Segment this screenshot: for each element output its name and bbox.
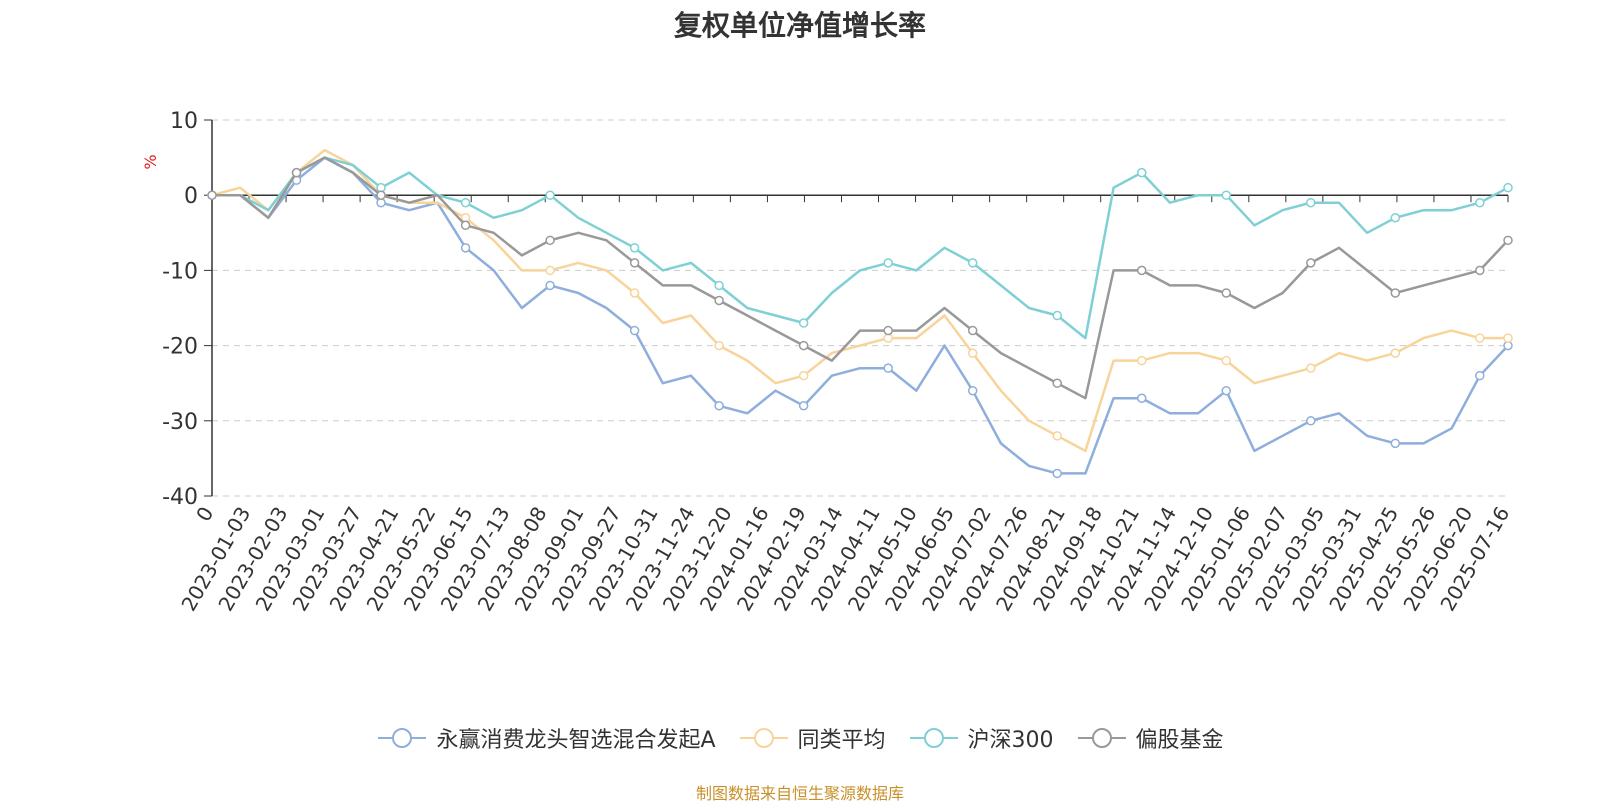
data-point [545,280,555,291]
legend-item-0[interactable]: 永赢消费龙头智选混合发起A [376,722,716,754]
data-point [207,190,217,200]
data-point [1475,370,1485,381]
series-lines [207,148,1513,479]
data-point [967,348,978,358]
series-line-2 [212,156,1509,340]
data-point [376,190,386,200]
data-point [967,258,978,268]
data-point [1136,265,1147,276]
data-point [1390,288,1401,298]
data-point [1136,355,1147,366]
data-point [545,265,555,276]
data-point [291,167,302,178]
series-line-1 [211,148,1508,453]
data-point [1306,197,1316,208]
data-point [460,220,471,231]
y-tick-label: 0 [184,184,198,209]
data-point [1503,333,1513,343]
data-point [1503,235,1513,246]
data-point [883,325,893,336]
data-point [1306,363,1316,373]
legend-label: 偏股基金 [1135,728,1224,753]
data-point [883,363,893,373]
legend-label: 沪深300 [967,728,1054,753]
data-point [967,385,978,396]
data-point [1136,393,1147,403]
data-point [1390,438,1401,449]
chart-title: 复权单位净值增长率 [673,9,926,42]
legend-label: 永赢消费龙头智选混合发起A [436,728,716,753]
data-point [545,235,555,246]
data-point [1052,378,1062,388]
data-point [629,288,640,298]
data-point [1221,385,1232,396]
data-point [1221,190,1232,200]
axis-labels: 100-10-20-30-40%02023-01-032023-02-03202… [141,109,1514,615]
data-point [629,325,640,336]
y-tick-label: -40 [162,485,198,510]
data-point [1052,468,1062,479]
data-point [798,370,809,381]
data-point [883,258,893,268]
data-point [1306,258,1316,268]
data-point [967,325,978,336]
y-tick-label: -20 [162,335,198,360]
x-tick-label: 0 [191,503,218,526]
data-point [714,295,724,306]
legend-symbol-icon [1077,728,1126,748]
legend: 永赢消费龙头智选混合发起A 同类平均 沪深300 偏股基金 [0,722,1600,754]
legend-item-1[interactable]: 同类平均 [738,722,886,754]
data-point [798,340,809,351]
y-tick-label: 10 [170,109,198,134]
legend-symbol-icon [378,728,427,748]
data-point [1475,197,1485,208]
legend-item-3[interactable]: 偏股基金 [1076,722,1224,754]
data-point [629,258,640,268]
data-point [460,243,471,253]
y-axis-label: % [141,154,160,169]
y-tick-label: -10 [162,259,198,284]
legend-symbol-icon [739,728,788,748]
data-point [1136,167,1147,178]
data-point [714,340,724,351]
data-point [798,401,809,411]
data-point [1052,431,1062,441]
series-line-3 [212,156,1509,400]
source-note: 制图数据来自恒生聚源数据库 [695,784,904,803]
data-point [1475,265,1485,276]
line-chart: 100-10-20-30-40%02023-01-032023-02-03202… [141,109,1514,615]
series-line-0 [212,156,1509,475]
y-tick-label: -30 [162,410,198,435]
data-point [1475,333,1485,343]
data-point [1306,416,1316,426]
legend-symbol-icon [909,728,958,748]
data-point [460,197,471,208]
data-point [1221,288,1232,298]
data-point [1221,355,1232,366]
data-point [1390,348,1401,358]
data-point [1503,182,1513,193]
data-point [1390,213,1401,223]
data-point [545,190,555,200]
data-point [714,401,724,411]
data-point [714,280,724,291]
data-point [798,318,809,328]
data-point [1052,310,1062,321]
legend-label: 同类平均 [797,728,886,753]
axes [204,119,1509,497]
legend-item-2[interactable]: 沪深300 [908,722,1054,754]
grid-lines [212,119,1508,497]
data-point [629,243,640,253]
